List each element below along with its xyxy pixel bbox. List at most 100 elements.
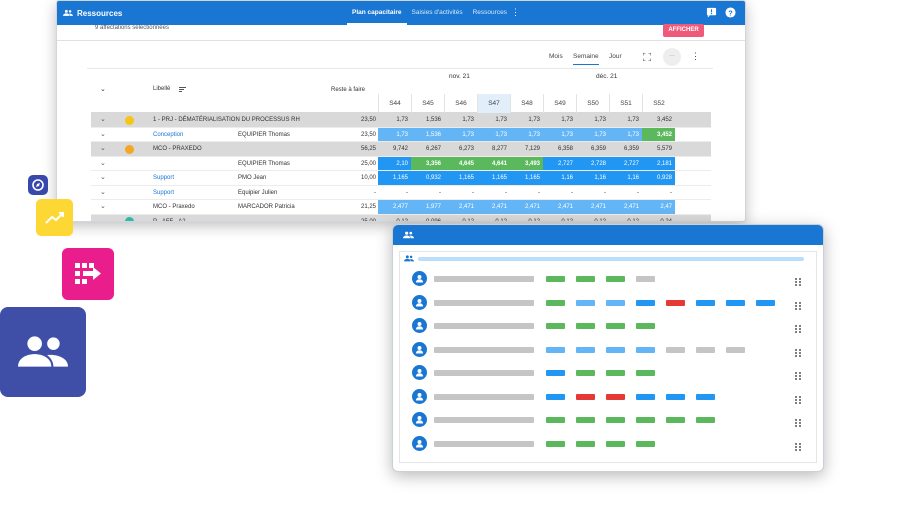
app-title-area[interactable]: Ressources <box>57 9 122 18</box>
resource-row[interactable] <box>400 433 816 456</box>
load-cell[interactable]: 0,12 <box>462 218 474 222</box>
drag-handle-icon[interactable] <box>794 298 804 310</box>
compass-app-icon[interactable] <box>28 175 48 195</box>
tab-plan-capacitaire[interactable]: Plan capacitaire <box>347 1 407 25</box>
load-cell[interactable]: 8,277 <box>491 146 507 152</box>
resource-row[interactable] <box>400 386 816 409</box>
collapse-all-icon[interactable]: ⌄ <box>100 86 106 93</box>
load-cell[interactable]: 0,12 <box>495 218 507 222</box>
load-cell[interactable]: 1,73 <box>477 127 510 141</box>
load-cell[interactable]: 6,358 <box>557 146 573 152</box>
load-cell[interactable]: 1,16 <box>609 171 642 185</box>
load-cell[interactable]: 1,73 <box>462 117 474 123</box>
drag-handle-icon[interactable] <box>794 274 804 286</box>
load-cell[interactable]: 1,73 <box>396 117 408 123</box>
more-vert-icon[interactable]: ⋮ <box>511 7 520 17</box>
load-cell[interactable]: - <box>670 189 672 196</box>
load-cell[interactable]: 1,165 <box>378 171 411 185</box>
load-cell[interactable]: - <box>604 189 606 196</box>
load-cell[interactable]: 1,73 <box>561 117 573 123</box>
resource-row[interactable] <box>400 339 816 362</box>
drag-handle-icon[interactable] <box>794 368 804 380</box>
load-cell[interactable]: 1,73 <box>495 117 507 123</box>
load-cell[interactable]: 3,493 <box>510 156 543 170</box>
load-cell[interactable]: 1,16 <box>576 171 609 185</box>
load-cell[interactable]: 0,928 <box>642 171 675 185</box>
assignment-row[interactable]: ⌄ EQUIPIER Thomas 25,00 2,10 3,356 4,645 4,641… <box>91 156 711 171</box>
project-row[interactable]: ⌄ MCO - PRAXEDO 56,25 9,742 6,267 6,273 8,277 7… <box>91 142 711 157</box>
load-cell[interactable]: 0,24 <box>660 218 672 222</box>
load-cell[interactable]: 2,727 <box>609 156 642 170</box>
load-cell[interactable]: 1,73 <box>594 117 606 123</box>
load-cell[interactable]: 3,452 <box>656 117 672 123</box>
load-cell[interactable]: 1,73 <box>576 127 609 141</box>
expand-chevron-icon[interactable]: ⌄ <box>100 174 106 181</box>
view-day[interactable]: Jour <box>609 53 622 60</box>
view-month[interactable]: Mois <box>549 53 563 60</box>
fullscreen-icon[interactable] <box>643 53 651 61</box>
load-cell[interactable]: 2,471 <box>510 200 543 214</box>
task-name[interactable]: Support <box>153 189 175 196</box>
tab-ressources[interactable]: Ressources <box>472 9 507 16</box>
load-cell[interactable]: 6,359 <box>623 146 639 152</box>
expand-chevron-icon[interactable]: ⌄ <box>100 203 106 210</box>
load-cell[interactable]: 2,477 <box>378 200 411 214</box>
load-cell[interactable]: 1,165 <box>510 171 543 185</box>
load-cell[interactable]: 6,359 <box>590 146 606 152</box>
task-name[interactable]: Conception <box>153 131 184 138</box>
load-cell[interactable]: 5,579 <box>656 146 672 152</box>
load-cell[interactable]: 1,73 <box>543 127 576 141</box>
drag-handle-icon[interactable] <box>794 345 804 357</box>
load-cell[interactable]: - <box>439 189 441 196</box>
load-cell[interactable]: 2,471 <box>576 200 609 214</box>
load-cell[interactable]: 2,728 <box>576 156 609 170</box>
load-cell[interactable]: - <box>637 189 639 196</box>
load-cell[interactable]: 1,73 <box>510 127 543 141</box>
trending-app-icon[interactable] <box>36 199 73 236</box>
drag-handle-icon[interactable] <box>794 439 804 451</box>
sort-icon[interactable] <box>179 87 186 92</box>
assignment-row[interactable]: ⌄ Support Equipier Julien - - - - - - - - - - <box>91 186 711 200</box>
drag-handle-icon[interactable] <box>794 392 804 404</box>
expand-chevron-icon[interactable]: ⌄ <box>100 130 106 138</box>
load-cell[interactable]: 2,471 <box>444 200 477 214</box>
load-cell[interactable]: 9,742 <box>392 146 408 152</box>
load-cell[interactable]: 2,471 <box>543 200 576 214</box>
load-cell[interactable]: 4,645 <box>444 156 477 170</box>
load-cell[interactable]: 1,165 <box>444 171 477 185</box>
task-name[interactable]: Support <box>153 175 175 181</box>
load-cell[interactable]: - <box>538 189 540 196</box>
resource-row[interactable] <box>400 268 816 291</box>
load-cell[interactable]: 0,12 <box>528 218 540 222</box>
load-cell[interactable]: 6,267 <box>425 146 441 152</box>
load-cell[interactable]: 0,12 <box>594 218 606 222</box>
load-cell[interactable]: - <box>505 189 507 196</box>
load-cell[interactable]: 2,471 <box>609 200 642 214</box>
resources-app-icon[interactable] <box>0 307 86 397</box>
expand-chevron-icon[interactable]: ⌄ <box>100 145 106 152</box>
assignment-row[interactable]: ⌄ Conception EQUIPIER Thomas 23,50 1,73 1,536… <box>91 127 711 142</box>
load-cell[interactable]: - <box>472 189 474 196</box>
resource-row[interactable] <box>400 362 816 385</box>
resource-row[interactable] <box>400 292 816 315</box>
load-cell[interactable]: 3,452 <box>642 127 675 141</box>
expand-chevron-icon[interactable]: ⌄ <box>100 159 106 167</box>
project-row[interactable]: ⌄ 1 - PRJ - DÉMATÉRIALISATION DU PROCESSU… <box>91 113 711 128</box>
load-cell[interactable]: 0,12 <box>396 218 408 222</box>
assignment-row[interactable]: ⌄ Support PMO Jean 10,00 1,165 0,932 1,165 1,16… <box>91 171 711 186</box>
load-cell[interactable]: 1,73 <box>627 117 639 123</box>
load-cell[interactable]: 1,73 <box>609 127 642 141</box>
load-cell[interactable]: 2,471 <box>477 200 510 214</box>
load-cell[interactable]: 2,181 <box>642 156 675 170</box>
resource-row[interactable] <box>400 409 816 432</box>
show-button[interactable]: AFFICHER <box>663 24 704 37</box>
load-cell[interactable]: 0,932 <box>411 171 444 185</box>
resource-row[interactable] <box>400 315 816 338</box>
more-options-icon[interactable]: ⋮ <box>691 51 700 61</box>
drag-handle-icon[interactable] <box>794 415 804 427</box>
feedback-icon[interactable] <box>706 7 717 18</box>
load-cell[interactable]: 1,73 <box>444 127 477 141</box>
load-cell[interactable]: 3,356 <box>411 156 444 170</box>
load-cell[interactable]: 4,641 <box>477 156 510 170</box>
load-cell[interactable]: 7,129 <box>524 146 540 152</box>
